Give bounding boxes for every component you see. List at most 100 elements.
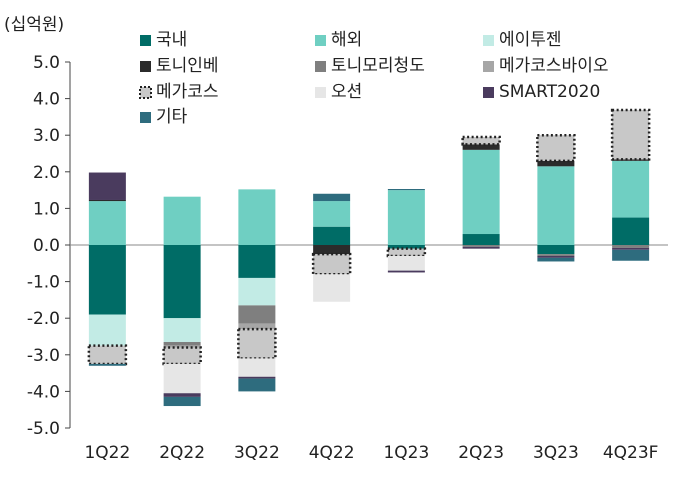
bar-segment-오션-4q22 [313, 274, 350, 301]
bar-segment-국내-3q23 [537, 245, 574, 254]
bar-segment-smart2020-2q23 [463, 247, 500, 249]
bar-segment-국내-4q22 [313, 227, 350, 245]
bar-group-4q23f [612, 110, 649, 261]
bar-segment-기타-3q22 [238, 379, 275, 392]
bar-segment-smart2020-1q23 [388, 271, 425, 273]
legend-swatch [315, 87, 326, 98]
bar-segment-에이투젠-3q22 [238, 278, 275, 305]
bar-segment-메가코스-1q22 [89, 346, 126, 364]
bar-segment-메가코스-1q23 [388, 249, 425, 256]
bar-segment-smart2020-1q22 [89, 173, 126, 200]
y-tick-label: 0.0 [33, 236, 60, 256]
legend-item-토니모리청도: 토니모리청도 [315, 56, 425, 76]
y-tick-label: 4.0 [33, 90, 60, 110]
bar-segment-smart2020-2q22 [164, 393, 201, 397]
legend-swatch [140, 61, 151, 72]
bar-segment-해외-2q23 [463, 150, 500, 234]
y-tick-label: 3.0 [33, 126, 60, 146]
legend-swatch [483, 61, 494, 72]
y-tick-label: 1.0 [33, 199, 60, 219]
bar-group-1q22 [89, 173, 126, 366]
bar-segment-국내-4q23f [612, 218, 649, 245]
bar-segment-국내-3q22 [238, 245, 275, 278]
bar-segment-기타-1q23 [388, 189, 425, 190]
legend-item-토니인베: 토니인베 [140, 56, 219, 76]
bar-group-3q22 [238, 189, 275, 391]
bar-segment-기타-3q23 [537, 258, 574, 262]
x-tick-label: 2Q22 [159, 443, 205, 463]
bar-group-2q23 [463, 137, 500, 249]
legend-swatch [140, 87, 151, 98]
bar-segment-오션-1q23 [388, 256, 425, 271]
bar-group-4q22 [313, 194, 350, 302]
legend-label: 토니인베 [156, 56, 219, 76]
bar-segment-smart2020-3q22 [238, 377, 275, 379]
x-axis: 1Q22 2Q22 3Q22 4Q22 1Q23 2Q23 3Q23 4Q23F [84, 443, 658, 463]
legend-label: 오션 [331, 82, 362, 102]
x-tick-label: 1Q23 [383, 443, 429, 463]
bar-segment-토니모리청도-3q22 [238, 305, 275, 323]
bar-segment-메가코스-3q23 [537, 135, 574, 161]
legend-item-메가코스바이오: 메가코스바이오 [483, 56, 608, 76]
bar-group-2q22 [164, 197, 201, 406]
bar-segment-국내-1q22 [89, 245, 126, 315]
y-tick-label: -5.0 [27, 419, 60, 439]
bar-segment-해외-3q23 [537, 166, 574, 245]
bar-segment-에이투젠-1q22 [89, 315, 126, 346]
bar-segment-토니모리청도-3q23 [537, 254, 574, 256]
legend-label: 토니모리청도 [331, 56, 425, 76]
bar-segment-메가코스-2q23 [463, 137, 500, 144]
legend-label: 해외 [331, 30, 362, 50]
bar-segment-해외-2q22 [164, 197, 201, 245]
y-tick-label: 5.0 [33, 53, 60, 73]
legend-swatch [483, 35, 494, 46]
legend-item-해외: 해외 [315, 30, 362, 50]
bar-segment-메가코스-2q22 [164, 347, 201, 363]
bar-segment-해외-4q23f [612, 161, 649, 218]
bar-segment-국내-2q23 [463, 234, 500, 245]
legend-swatch [140, 35, 151, 46]
x-tick-label: 3Q22 [234, 443, 280, 463]
legend-item-메가코스: 메가코스 [140, 82, 219, 102]
bar-segment-토니인베-1q22 [89, 200, 126, 201]
bar-group-3q23 [537, 135, 574, 261]
x-tick-label: 3Q23 [533, 443, 579, 463]
legend-swatch [483, 87, 494, 98]
legend-item-국내: 국내 [140, 30, 187, 50]
legend-swatch [140, 112, 151, 123]
legend-swatch [315, 61, 326, 72]
legend-label: SMART2020 [499, 82, 600, 102]
legend-label: 국내 [156, 30, 187, 50]
y-tick-label: -4.0 [27, 382, 60, 402]
bar-segment-기타-2q22 [164, 397, 201, 406]
bar-segment-해외-4q22 [313, 201, 350, 227]
x-tick-label: 2Q23 [458, 443, 504, 463]
unit-label: (십억원) [4, 15, 64, 35]
bar-segment-토니모리청도-2q22 [164, 342, 201, 346]
bar-segment-메가코스-3q22 [238, 329, 275, 358]
bar-segment-메가코스-4q22 [313, 254, 350, 274]
legend-label: 기타 [156, 107, 188, 127]
bar-segment-기타-4q22 [313, 194, 350, 201]
bar-segment-smart2020-4q23f [612, 248, 649, 250]
bar-group-1q23 [388, 189, 425, 272]
legend-item-smart2020: SMART2020 [483, 82, 600, 102]
bar-segment-기타-4q23f [612, 250, 649, 261]
bar-segment-에이투젠-2q22 [164, 318, 201, 342]
bar-segment-메가코스-4q23f [612, 110, 649, 159]
y-tick-label: -2.0 [27, 309, 60, 329]
x-tick-label: 1Q22 [84, 443, 130, 463]
x-tick-label: 4Q23F [603, 443, 659, 463]
stacked-bar-chart: (십억원) 5.0 4.0 3.0 2.0 1.0 0.0 -1.0 -2.0 -3.0 -4.0… [0, 0, 680, 477]
legend-label: 에이투젠 [499, 30, 562, 50]
legend-swatch [315, 35, 326, 46]
y-tick-label: -3.0 [27, 346, 60, 366]
bar-segment-오션-3q22 [238, 358, 275, 376]
bar-segment-국내-2q22 [164, 245, 201, 318]
bar-segment-토니모리청도-2q23 [463, 245, 500, 247]
bar-segment-해외-1q23 [388, 190, 425, 245]
bar-segment-오션-2q22 [164, 364, 201, 393]
y-tick-label: -1.0 [27, 273, 60, 293]
y-tick-label: 2.0 [33, 163, 60, 183]
